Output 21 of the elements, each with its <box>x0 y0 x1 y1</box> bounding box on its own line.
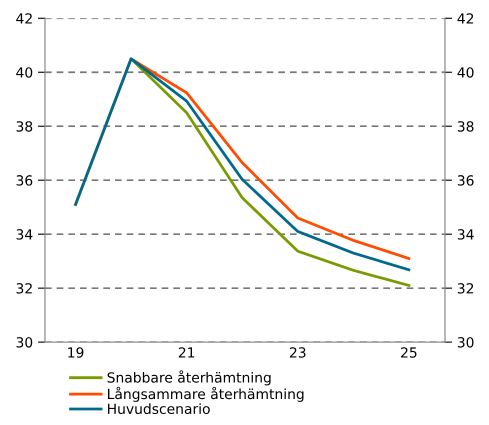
x-tick-label: 25 <box>401 347 416 358</box>
y-tick-label: 36 <box>16 175 32 186</box>
y2-tick-label: 32 <box>458 283 474 294</box>
y-tick-label: 38 <box>16 121 32 132</box>
y-tick-label: 32 <box>16 283 32 294</box>
legend-label: Huvudscenario <box>108 403 210 414</box>
legend-label: Långsammare återhämtning <box>108 386 304 402</box>
x-tick-label: 23 <box>290 347 306 358</box>
legend-label: Snabbare återhämtning <box>108 370 271 386</box>
y2-tick-label: 42 <box>457 13 474 24</box>
x-tick-label: 19 <box>68 347 84 358</box>
y2-tick-label: 38 <box>458 121 474 132</box>
y2-tick-label: 30 <box>458 337 474 348</box>
x-tick-label: 21 <box>178 347 194 358</box>
y-tick-label: 40 <box>16 67 32 78</box>
y-tick-label: 34 <box>16 229 32 240</box>
y-tick-label: 42 <box>16 13 32 24</box>
y2-tick-label: 40 <box>457 67 474 78</box>
y2-tick-label: 34 <box>458 229 474 240</box>
y-tick-label: 30 <box>16 337 32 348</box>
y2-tick-label: 36 <box>458 175 474 186</box>
